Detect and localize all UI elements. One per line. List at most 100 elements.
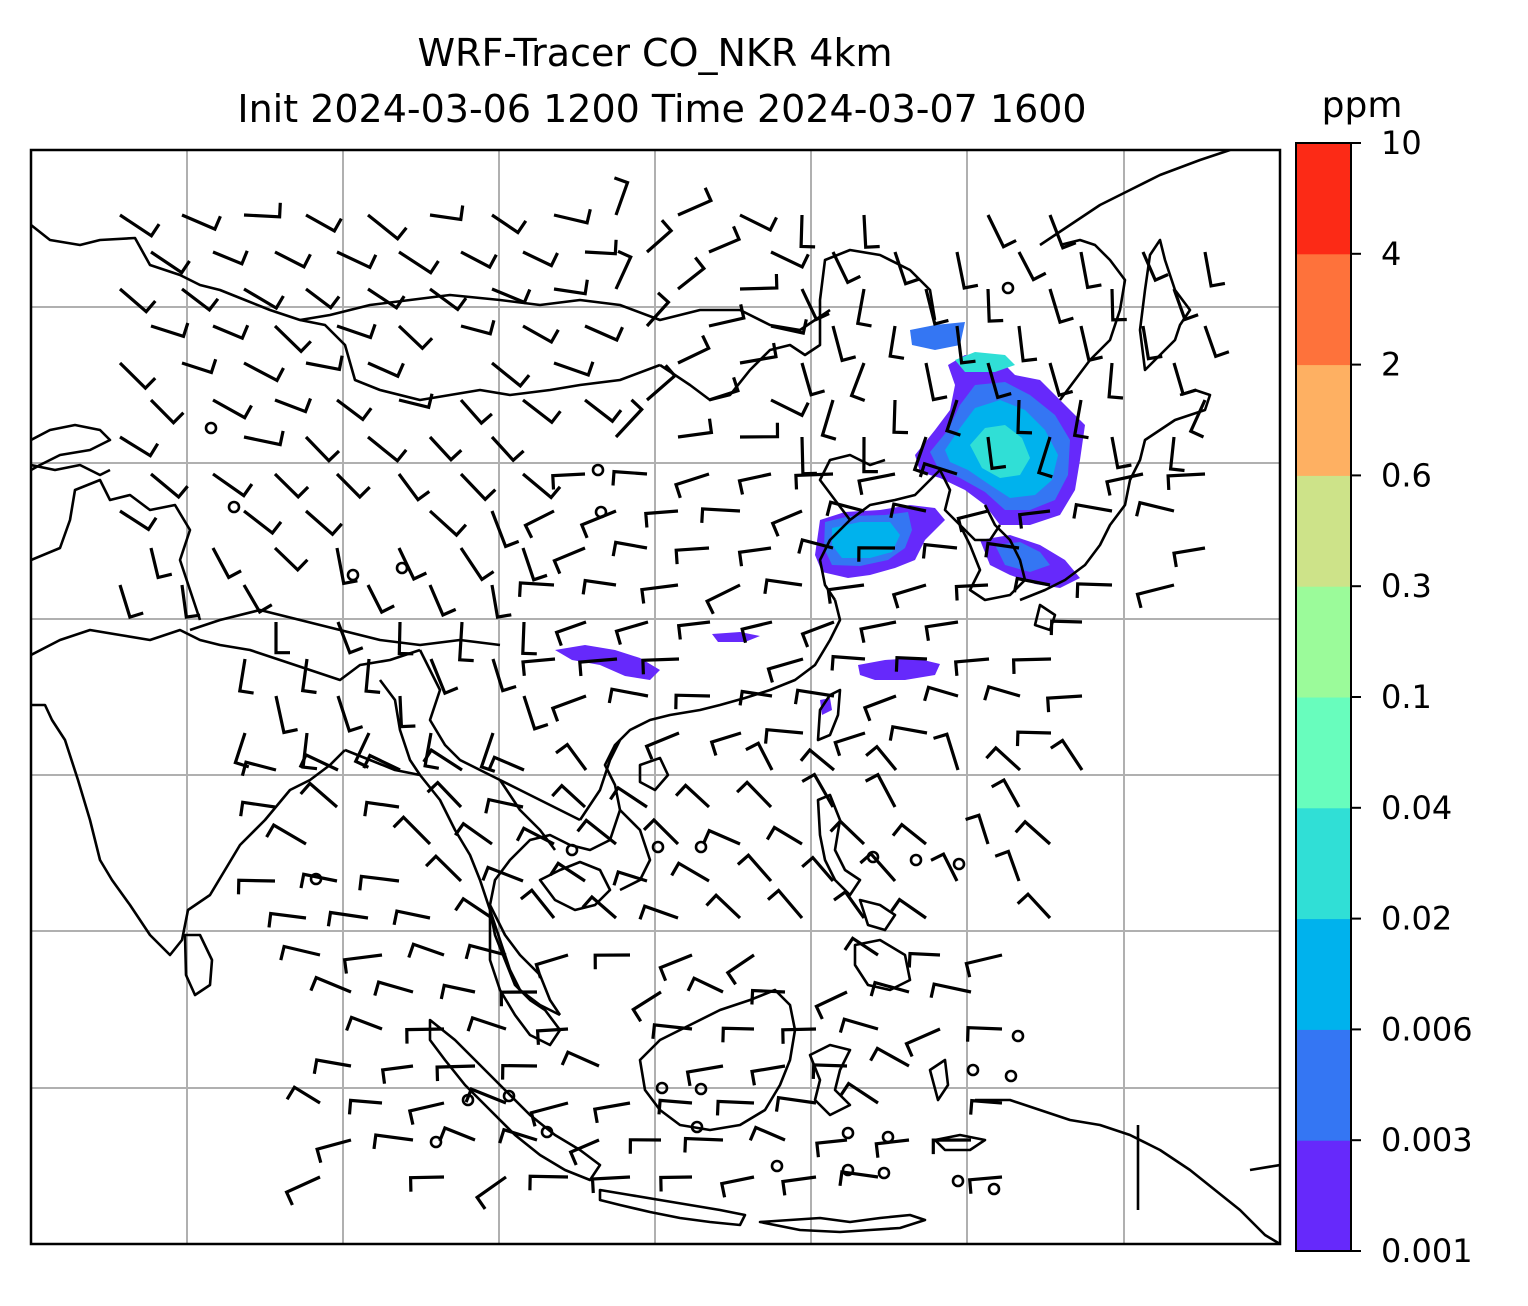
wind-barb [240, 760, 277, 777]
coastline-indochina [488, 599, 842, 1016]
calm-wind-marker [1011, 1029, 1025, 1043]
wind-barb [150, 250, 191, 275]
wind-barb [243, 430, 285, 447]
wind-barb [273, 324, 312, 354]
wind-barb [363, 800, 400, 817]
wind-barb [398, 695, 416, 729]
wind-barb [1049, 619, 1083, 636]
wind-barb [904, 1027, 941, 1058]
wind-barb [1046, 694, 1083, 713]
wind-barb [366, 435, 408, 464]
wind-barb [955, 325, 976, 365]
wind-barb [481, 865, 524, 883]
wind-barb [212, 398, 253, 420]
wind-barb [737, 472, 772, 495]
calm-wind-marker [309, 872, 323, 886]
wind-barb [428, 584, 457, 618]
wind-barb [429, 205, 465, 222]
wind-barb [554, 620, 587, 647]
colorbar-tick-label: 0.3 [1381, 567, 1432, 605]
wind-barb [553, 361, 595, 378]
wind-barb [466, 1015, 507, 1032]
wind-barb [590, 1175, 631, 1194]
wind-barb [428, 435, 463, 462]
wind-barb [118, 584, 144, 620]
wind-barb [578, 657, 618, 677]
wind-barb [659, 1175, 693, 1192]
wind-barb [498, 1127, 538, 1144]
wind-barb [986, 214, 1017, 249]
wind-barb [490, 584, 512, 619]
wind-barb [607, 687, 649, 704]
calm-wind-marker [951, 1174, 965, 1188]
wind-barb [212, 324, 250, 341]
wind-barb [676, 620, 711, 640]
wind-barb [119, 213, 161, 239]
wind-barb [685, 1064, 724, 1087]
wind-barb [581, 894, 618, 920]
wind-barb [501, 1063, 538, 1080]
wind-barb [781, 1175, 817, 1196]
wind-barb [770, 398, 810, 418]
wind-barb [528, 1174, 569, 1191]
wind-barb [750, 1064, 786, 1086]
wind-barb [315, 1138, 352, 1164]
wind-barb [931, 1138, 972, 1155]
wind-barb [1016, 399, 1033, 435]
wind-barb [725, 953, 755, 986]
wind-barb [1048, 362, 1074, 398]
calm-wind-marker [594, 505, 608, 519]
wind-barb [918, 461, 958, 478]
colorbar-segments [1296, 143, 1351, 1252]
wind-barb [499, 990, 538, 1007]
coastline-russian-far-east [1039, 150, 1231, 247]
wind-barb [397, 473, 431, 502]
wind-barb [1105, 472, 1144, 496]
wind-barb [677, 334, 711, 365]
coastline-mekong [619, 809, 652, 892]
wind-barb [721, 1026, 755, 1043]
wind-barb [298, 752, 339, 772]
wind-barb [1016, 891, 1052, 920]
wind-barb [336, 250, 378, 270]
wind-barb [708, 304, 746, 328]
wind-barb [715, 1099, 755, 1116]
wind-barb [454, 896, 493, 920]
coastline-sri-lanka [183, 933, 214, 997]
tracer-plume-korea-core [995, 542, 1050, 572]
wind-barb [550, 694, 587, 722]
wind-barb [150, 322, 190, 339]
wind-barb [642, 817, 680, 846]
wind-barb [933, 732, 960, 771]
wind-barb [181, 358, 218, 375]
wind-barb [700, 507, 741, 523]
wind-barb [459, 472, 497, 502]
wind-barb [781, 1027, 817, 1044]
coastline-east-china [818, 468, 1002, 601]
wind-barb [299, 781, 339, 809]
wind-barb [491, 287, 532, 305]
wind-barb [766, 888, 804, 920]
wind-barb [397, 547, 428, 582]
wind-barb [358, 874, 400, 891]
wind-barb [1049, 738, 1084, 771]
wind-barb [705, 893, 742, 920]
wind-barb [894, 656, 928, 672]
wind-barb [1172, 362, 1197, 396]
wind-barb [831, 325, 857, 363]
wind-barb [305, 355, 344, 372]
wind-barb [273, 472, 310, 500]
calm-wind-marker [227, 500, 241, 514]
wind-barb [484, 797, 524, 814]
wind-barb [362, 753, 401, 772]
wind-barb [239, 800, 276, 817]
wind-barb [640, 583, 679, 604]
wind-barb [236, 878, 276, 895]
wind-barb [304, 509, 343, 537]
wind-barb [765, 825, 803, 846]
wind-barb [800, 620, 835, 648]
wind-barb [438, 1125, 476, 1142]
wind-barb [366, 213, 408, 241]
coastline-borneo [638, 988, 797, 1132]
wind-barb [794, 472, 834, 490]
